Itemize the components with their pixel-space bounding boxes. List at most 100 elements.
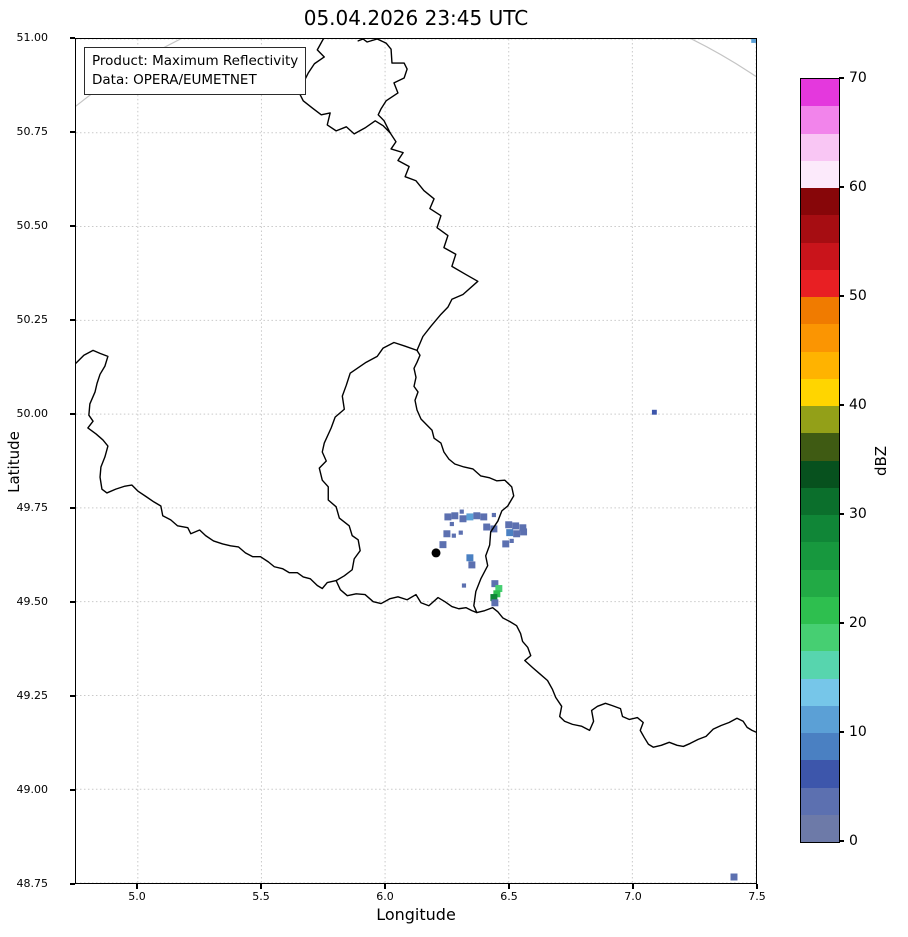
colorbar-band — [801, 460, 839, 488]
colorbar — [800, 78, 840, 843]
reflectivity-cell — [493, 590, 501, 598]
reflectivity-cell — [458, 530, 463, 535]
y-tick-mark — [70, 883, 75, 885]
reflectivity-cell — [480, 513, 488, 521]
colorbar-band — [801, 105, 839, 134]
colorbar-tick-mark — [839, 77, 844, 79]
colorbar-band — [801, 569, 839, 597]
colorbar-band — [801, 650, 839, 679]
x-tick-label: 5.0 — [128, 890, 146, 903]
colorbar-band — [801, 596, 839, 624]
colorbar-tick-label: 30 — [849, 506, 867, 522]
colorbar-band — [801, 242, 839, 270]
colorbar-tick-mark — [839, 186, 844, 188]
colorbar-band — [801, 269, 839, 297]
plot-title: 05.04.2026 23:45 UTC — [303, 6, 529, 30]
reflectivity-cell — [466, 513, 474, 521]
reflectivity-cell — [509, 538, 514, 543]
colorbar-band — [801, 514, 839, 543]
x-tick-mark — [756, 884, 758, 889]
colorbar-band — [801, 133, 839, 161]
colorbar-band — [801, 732, 839, 761]
radar-station-marker — [431, 548, 441, 558]
colorbar-band — [801, 296, 839, 325]
reflectivity-cell — [491, 512, 496, 518]
y-tick-mark — [70, 789, 75, 791]
reflectivity-cell — [491, 599, 499, 607]
annotation-product: Product: Maximum Reflectivity — [92, 53, 299, 69]
colorbar-tick-mark — [839, 731, 844, 733]
colorbar-band — [801, 487, 839, 515]
colorbar-tick-mark — [839, 295, 844, 297]
reflectivity-cell — [451, 533, 456, 538]
x-axis-label: Longitude — [376, 905, 456, 924]
reflectivity-cell — [451, 512, 459, 520]
colorbar-band — [801, 541, 839, 570]
y-tick-mark — [70, 131, 75, 133]
x-tick-mark — [508, 884, 510, 889]
reflectivity-cell — [491, 580, 499, 588]
colorbar-tick-mark — [839, 404, 844, 406]
x-tick-label: 7.0 — [624, 890, 642, 903]
colorbar-tick-label: 50 — [849, 288, 867, 304]
x-tick-mark — [632, 884, 634, 889]
reflectivity-cell — [490, 525, 498, 533]
colorbar-band — [801, 787, 839, 815]
colorbar-band — [801, 623, 839, 652]
country-border — [389, 132, 479, 352]
x-tick-mark — [260, 884, 262, 889]
reflectivity-cell — [461, 583, 467, 588]
colorbar-band — [801, 432, 839, 461]
x-tick-label: 5.5 — [252, 890, 270, 903]
annotation-box: Product: Maximum Reflectivity Data: OPER… — [84, 47, 307, 96]
colorbar-tick-label: 60 — [849, 179, 867, 195]
reflectivity-cell — [506, 529, 514, 537]
colorbar-tick-label: 70 — [849, 70, 867, 86]
plot-area: Product: Maximum Reflectivity Data: OPER… — [75, 38, 757, 884]
reflectivity-cell — [512, 522, 520, 530]
y-axis-label: Latitude — [5, 431, 23, 493]
annotation-source: Data: OPERA/EUMETNET — [92, 71, 257, 88]
colorbar-band — [801, 678, 839, 706]
reflectivity-cell — [505, 521, 513, 529]
reflectivity-cell — [520, 528, 528, 536]
x-tick-label: 7.5 — [748, 890, 766, 903]
colorbar-band — [801, 405, 839, 434]
x-tick-mark — [384, 884, 386, 889]
reflectivity-cell — [466, 554, 474, 562]
reflectivity-cell — [468, 561, 476, 569]
colorbar-tick-mark — [839, 622, 844, 624]
reflectivity-cell — [483, 523, 491, 531]
reflectivity-cell — [490, 594, 498, 602]
y-tick-mark — [70, 695, 75, 697]
colorbar-tick-label: 40 — [849, 397, 867, 413]
reflectivity-cell — [730, 873, 738, 881]
colorbar-tick-label: 0 — [849, 833, 858, 849]
reflectivity-cell — [519, 524, 527, 532]
colorbar-band — [801, 814, 839, 842]
y-tick-mark — [70, 225, 75, 227]
colorbar-band — [801, 214, 839, 243]
y-tick-mark — [70, 601, 75, 603]
colorbar-unit-label: dBZ — [872, 445, 890, 477]
reflectivity-cell — [449, 521, 454, 527]
reflectivity-cell — [459, 515, 467, 523]
radar-map-canvas — [76, 39, 756, 883]
reflectivity-cell — [459, 509, 464, 514]
reflectivity-cell — [473, 512, 481, 520]
reflectivity-cell — [495, 585, 503, 593]
colorbar-band — [801, 378, 839, 406]
x-tick-label: 6.5 — [500, 890, 518, 903]
colorbar-tick-label: 20 — [849, 615, 867, 631]
reflectivity-cell — [439, 541, 447, 549]
colorbar-band — [801, 160, 839, 188]
colorbar-band — [801, 187, 839, 216]
colorbar-band — [801, 759, 839, 788]
x-tick-label: 6.0 — [376, 890, 394, 903]
reflectivity-cell — [444, 513, 452, 521]
country-border — [298, 39, 391, 135]
country-border — [335, 579, 756, 748]
reflectivity-cell — [443, 530, 451, 538]
reflectivity-cell — [513, 530, 521, 538]
